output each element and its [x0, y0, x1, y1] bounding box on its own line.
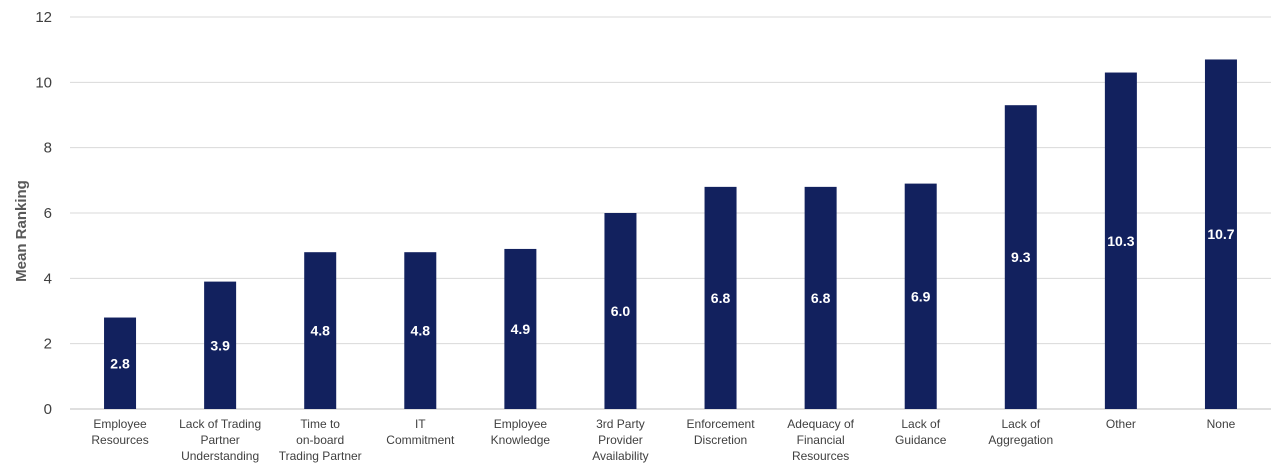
bar — [304, 252, 337, 409]
data-label: 9.3 — [1011, 249, 1031, 265]
data-label: 4.9 — [511, 321, 531, 337]
x-category-label-line: IT — [415, 417, 426, 431]
x-category-label-line: Commitment — [386, 433, 455, 447]
bar — [904, 183, 937, 409]
x-category-label-line: Financial — [797, 433, 845, 447]
x-category-label-line: on-board — [296, 433, 344, 447]
data-label: 6.8 — [811, 290, 831, 306]
bar — [804, 186, 837, 409]
y-tick-label: 6 — [44, 205, 52, 222]
x-category-label-line: Trading Partner — [279, 449, 362, 463]
x-category-label-line: Other — [1106, 417, 1136, 431]
y-axis-ticks: 0 2 4 6 8 10 12 — [35, 9, 52, 418]
x-category-label-line: Lack of — [901, 417, 940, 431]
x-category-label: Lack of Aggregation — [988, 417, 1053, 447]
x-category-label-line: Partner — [200, 433, 239, 447]
x-category-label-line: Availability — [592, 449, 648, 463]
x-category-label: Lack of Guidance — [895, 417, 947, 447]
x-category-label-line: Enforcement — [687, 417, 756, 431]
x-category-label-line: 3rd Party — [596, 417, 645, 431]
y-tick-label: 8 — [44, 140, 52, 157]
x-category-label: Employee Knowledge — [491, 417, 551, 447]
bar — [1004, 105, 1037, 409]
x-category-label-line: Discretion — [694, 433, 747, 447]
bar — [1104, 72, 1137, 410]
x-category-label-line: Resources — [792, 449, 849, 463]
x-category-label-line: Resources — [91, 433, 148, 447]
x-category-label-line: Lack of Trading — [179, 417, 261, 431]
x-category-label-line: Lack of — [1001, 417, 1040, 431]
data-label: 6.8 — [711, 290, 731, 306]
data-label: 6.0 — [611, 303, 631, 319]
y-tick-label: 2 — [44, 336, 52, 353]
x-category-label-line: Employee — [494, 417, 548, 431]
x-category-label: Adequacy of Financial Resources — [787, 417, 854, 463]
x-category-label-line: Employee — [93, 417, 147, 431]
x-category-label: 3rd Party Provider Availability — [592, 417, 648, 463]
data-label: 6.9 — [911, 288, 931, 304]
data-label: 4.8 — [310, 323, 330, 339]
y-tick-label: 0 — [44, 401, 52, 418]
y-tick-label: 4 — [44, 270, 52, 287]
x-category-label-line: Time to — [300, 417, 340, 431]
bars — [104, 59, 1237, 410]
data-label: 3.9 — [210, 337, 230, 353]
y-tick-label: 12 — [35, 9, 52, 26]
bar — [204, 281, 237, 409]
x-category-label-line: Adequacy of — [787, 417, 854, 431]
bar — [604, 213, 637, 409]
bar — [404, 252, 437, 409]
data-label: 10.3 — [1107, 233, 1134, 249]
x-category-label-line: Aggregation — [988, 433, 1053, 447]
y-tick-label: 10 — [35, 74, 52, 91]
x-category-label-line: Knowledge — [491, 433, 551, 447]
x-category-label: Lack of Trading Partner Understanding — [179, 417, 261, 463]
bar — [704, 186, 737, 409]
gridlines — [70, 16, 1271, 410]
x-category-label: IT Commitment — [386, 417, 455, 447]
x-category-label: Enforcement Discretion — [687, 417, 756, 447]
bar — [1204, 59, 1237, 409]
data-label: 2.8 — [110, 355, 130, 371]
x-category-label-line: Provider — [598, 433, 643, 447]
x-axis-categories: Employee Resources Lack of Trading Partner U… — [91, 417, 1235, 463]
data-label: 10.7 — [1207, 226, 1234, 242]
x-category-label: None — [1207, 417, 1236, 431]
x-category-label-line: None — [1207, 417, 1236, 431]
data-label: 4.8 — [411, 323, 431, 339]
x-category-label-line: Understanding — [181, 449, 259, 463]
y-axis-label: Mean Ranking — [13, 180, 30, 282]
bar — [504, 248, 537, 409]
x-category-label: Employee Resources — [91, 417, 148, 447]
x-category-label-line: Guidance — [895, 433, 947, 447]
x-category-label: Time to on-board Trading Partner — [279, 417, 362, 463]
data-labels: 2.8 3.9 4.8 4.8 4.9 6.0 6.8 6.8 6.9 9.3 10.3 10.7 — [110, 226, 1234, 371]
bar — [104, 317, 137, 409]
x-category-label: Other — [1106, 417, 1136, 431]
